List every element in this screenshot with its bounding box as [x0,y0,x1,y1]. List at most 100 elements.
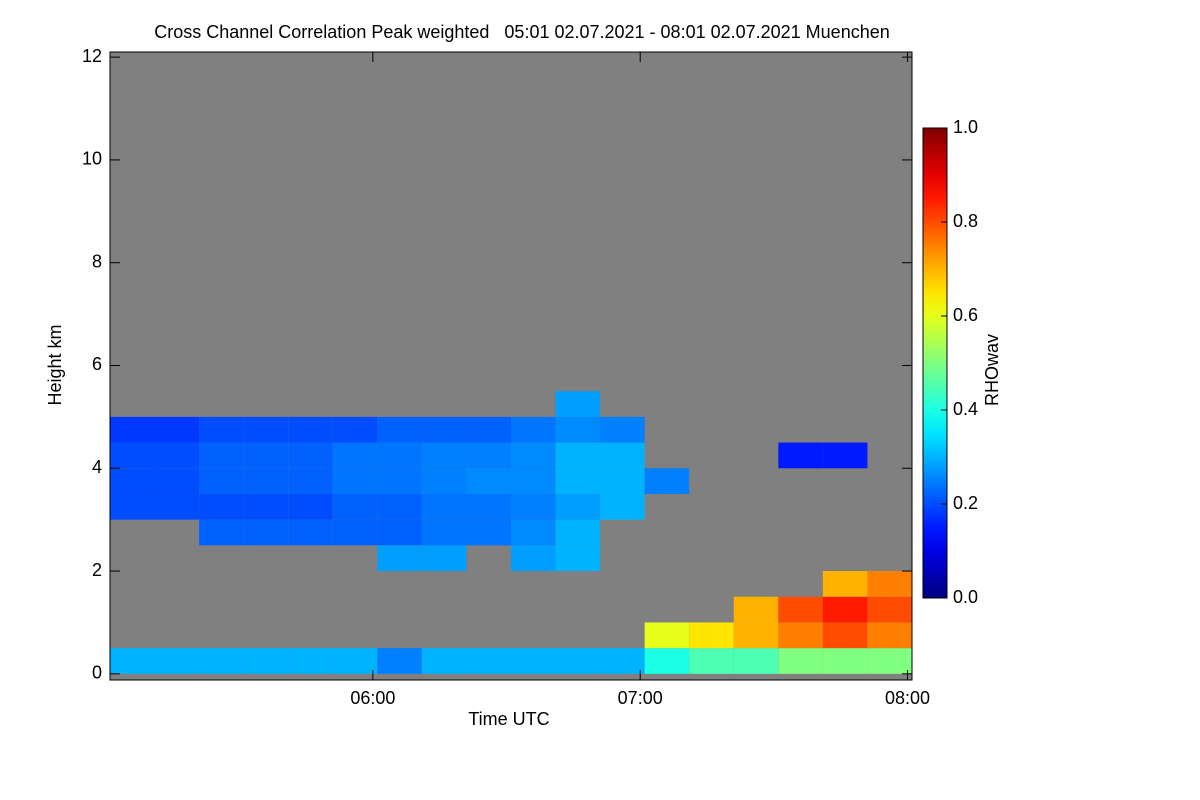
x-axis-label: Time UTC [468,709,549,729]
heatmap-cell [288,493,333,520]
heatmap-cell [110,416,155,443]
heatmap-cell [511,442,556,469]
heatmap-cell [154,648,200,674]
heatmap-cell [199,648,244,674]
heatmap-cell [288,648,333,674]
heatmap-cell [288,416,333,443]
heatmap-cell [199,493,244,520]
y-tick-label: 12 [82,46,102,66]
plot-background [110,52,912,680]
heatmap-cell [600,416,645,443]
plot-frame [109,51,913,681]
heatmap-cell [332,519,378,546]
heatmap-cell [377,416,422,443]
x-tick-label: 06:00 [350,688,395,708]
heatmap-cell [822,596,868,623]
heatmap-cell [555,442,601,469]
heatmap-cell [511,545,556,572]
heatmap-cell [243,519,289,546]
colorbar-tick-label: 0.6 [953,305,978,325]
heatmap-cell [555,468,601,494]
heatmap-cell [867,596,912,623]
y-tick-label: 2 [92,560,102,580]
y-tick-label: 0 [92,663,102,683]
heatmap-cell [332,648,378,674]
heatmap-cell [421,468,467,494]
heatmap-cell [288,442,333,469]
heatmap-cell [733,648,779,674]
heatmap-cell [243,468,289,494]
heatmap-cell [778,442,823,469]
heatmap-cell [555,648,601,674]
heatmap-cell [110,468,155,494]
heatmap-cell [466,416,511,443]
heatmap-cell [154,493,200,520]
heatmap-cell [332,493,378,520]
heatmap-cell [555,519,601,546]
heatmap-cell [288,468,333,494]
heatmap-cell [689,622,734,649]
colorbar-tick-label: 0.0 [953,587,978,607]
heatmap-cell [377,442,422,469]
y-tick-label: 10 [82,149,102,169]
heatmap-cell [377,545,422,572]
heatmap-cell [778,622,823,649]
heatmap-cell [644,622,690,649]
heatmap-cell [511,519,556,546]
heatmap-cell [644,468,690,494]
heatmap-cell [199,468,244,494]
heatmap-cell [822,648,868,674]
heatmap-cell [822,571,868,597]
heatmap-cell [243,648,289,674]
heatmap-cell [466,442,511,469]
heatmap-cell [778,596,823,623]
heatmap-cell [466,493,511,520]
heatmap-cell [110,442,155,469]
x-tick-label: 07:00 [618,688,663,708]
heatmap-cell [332,468,378,494]
heatmap-cell [377,468,422,494]
heatmap-cell [867,571,912,597]
heatmap-cell [421,519,467,546]
heatmap-cell [822,622,868,649]
heatmap-cell [555,493,601,520]
heatmap-cell [466,648,511,674]
heatmap-cell [377,493,422,520]
heatmap-cell [110,648,155,674]
heatmap-cell [154,442,200,469]
heatmap-cell [600,442,645,469]
y-tick-label: 4 [92,457,102,477]
heatmap-cell [466,519,511,546]
colorbar-tick-label: 0.2 [953,493,978,513]
heatmap-cell [377,519,422,546]
heatmap-cell [555,545,601,572]
heatmap-cell [511,416,556,443]
heatmap-cell [555,416,601,443]
heatmap-cell [421,648,467,674]
heatmap-cell [689,648,734,674]
heatmap-cell [644,648,690,674]
heatmap-cell [154,416,200,443]
colorbar-label: RHOwav [982,334,1002,406]
colorbar-tick-label: 0.4 [953,399,978,419]
heatmap-cell [199,442,244,469]
heatmap-cell [332,442,378,469]
heatmap-cell [288,519,333,546]
heatmap-cell [243,493,289,520]
colorbar [922,127,948,599]
y-tick-label: 8 [92,251,102,271]
heatmap-cell [867,622,912,649]
heatmap-cell [867,648,912,674]
heatmap-cell [511,648,556,674]
heatmap-cell [600,468,645,494]
heatmap-cell [199,416,244,443]
heatmap-cell [243,442,289,469]
heatmap-cell [199,519,244,546]
heatmap-cell [733,622,779,649]
heatmap-cell [600,648,645,674]
heatmap-cell [466,468,511,494]
heatmap-cell [778,648,823,674]
heatmap-cell [154,468,200,494]
heatmap-cell [421,416,467,443]
